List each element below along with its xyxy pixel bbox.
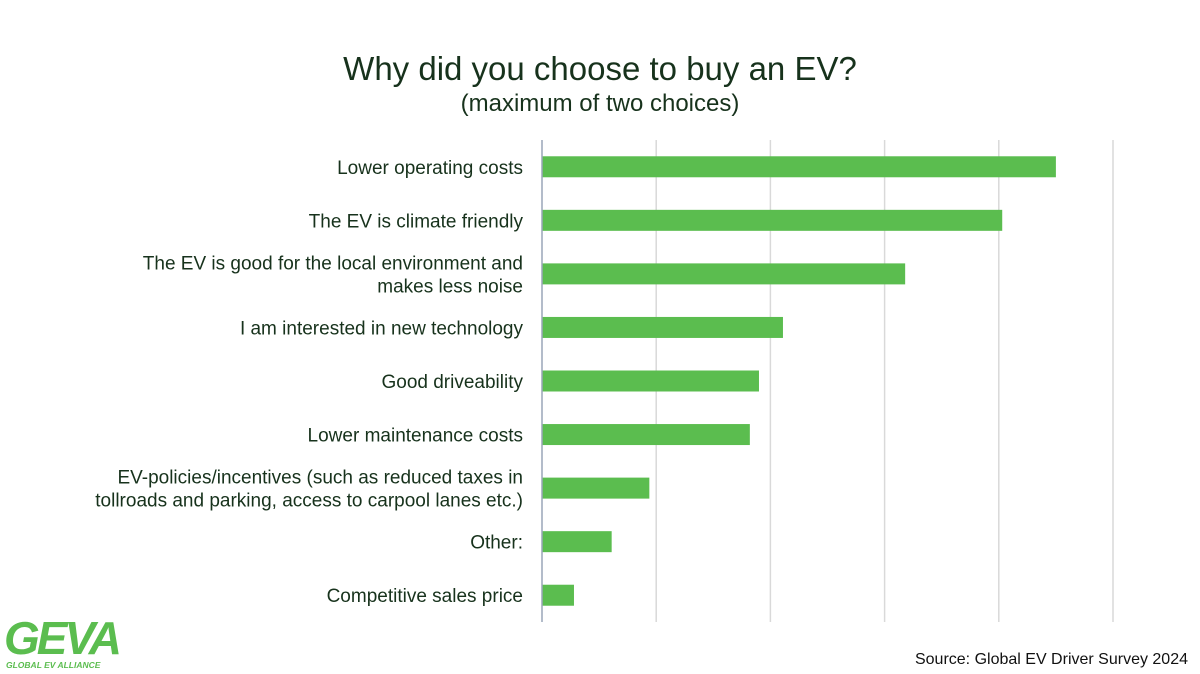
geva-logo: GEVA GLOBAL EV ALLIANCE (4, 612, 122, 670)
category-label: The EV is good for the local environment… (143, 253, 523, 274)
bar (542, 209, 1003, 231)
bars (542, 156, 1056, 606)
category-label: EV-policies/incentives (such as reduced … (117, 468, 523, 489)
category-label: Good driveability (381, 372, 523, 393)
category-label: Lower maintenance costs (308, 426, 523, 447)
bar (542, 477, 650, 499)
chart-title: Why did you choose to buy an EV? (343, 50, 857, 87)
bar (542, 584, 574, 606)
category-labels: Lower operating costs The EV is climate f… (95, 158, 523, 607)
bar (542, 370, 759, 392)
category-label: makes less noise (377, 276, 523, 297)
bar (542, 263, 906, 285)
bar (542, 531, 612, 553)
category-label: The EV is climate friendly (309, 211, 524, 232)
bar (542, 316, 783, 338)
category-label: Other: (470, 533, 523, 554)
category-label: tollroads and parking, access to carpool… (95, 491, 523, 512)
bar (542, 156, 1056, 178)
svg-text:GLOBAL EV ALLIANCE: GLOBAL EV ALLIANCE (6, 660, 101, 670)
svg-text:GEVA: GEVA (4, 612, 119, 664)
bar (542, 424, 750, 446)
source-note: Source: Global EV Driver Survey 2024 (914, 651, 1188, 668)
chart-subtitle: (maximum of two choices) (460, 90, 740, 117)
category-label: Lower operating costs (337, 158, 523, 179)
category-label: I am interested in new technology (240, 318, 524, 339)
category-label: Competitive sales price (327, 586, 523, 607)
